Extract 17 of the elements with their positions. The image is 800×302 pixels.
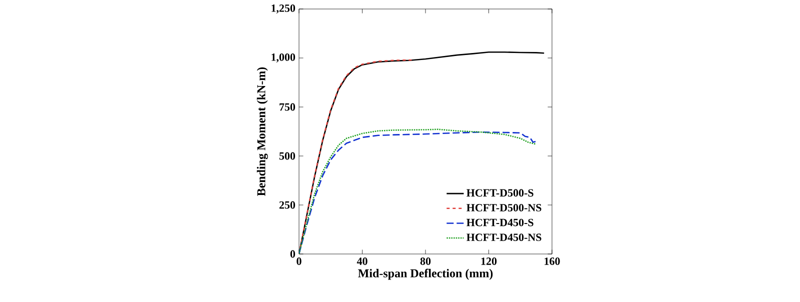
x-tick-label: 160 bbox=[544, 258, 560, 265]
legend-label: HCFT-D500-NS bbox=[466, 204, 542, 212]
y-tick-label: 750 bbox=[280, 103, 296, 111]
legend-label: HCFT-D500-S bbox=[466, 189, 534, 197]
legend-label: HCFT-D450-NS bbox=[466, 234, 542, 242]
x-tick-label: 40 bbox=[356, 258, 368, 265]
y-tick-label: 1,000 bbox=[272, 53, 296, 63]
x-tick-label: 80 bbox=[420, 258, 431, 265]
x-tick-label: 120 bbox=[481, 258, 497, 265]
legend-label: HCFT-D450-S bbox=[466, 218, 534, 226]
y-tick-label: 0 bbox=[290, 250, 296, 258]
x-axis-title: Mid-span Deflection (mm) bbox=[358, 268, 493, 280]
y-axis-title: Bending Moment (kN-m) bbox=[256, 67, 268, 196]
y-tick-label: 500 bbox=[279, 152, 296, 160]
x-tick-label: 0 bbox=[296, 258, 302, 265]
y-tick-label: 1,250 bbox=[272, 4, 296, 14]
y-tick-label: 250 bbox=[279, 201, 296, 209]
